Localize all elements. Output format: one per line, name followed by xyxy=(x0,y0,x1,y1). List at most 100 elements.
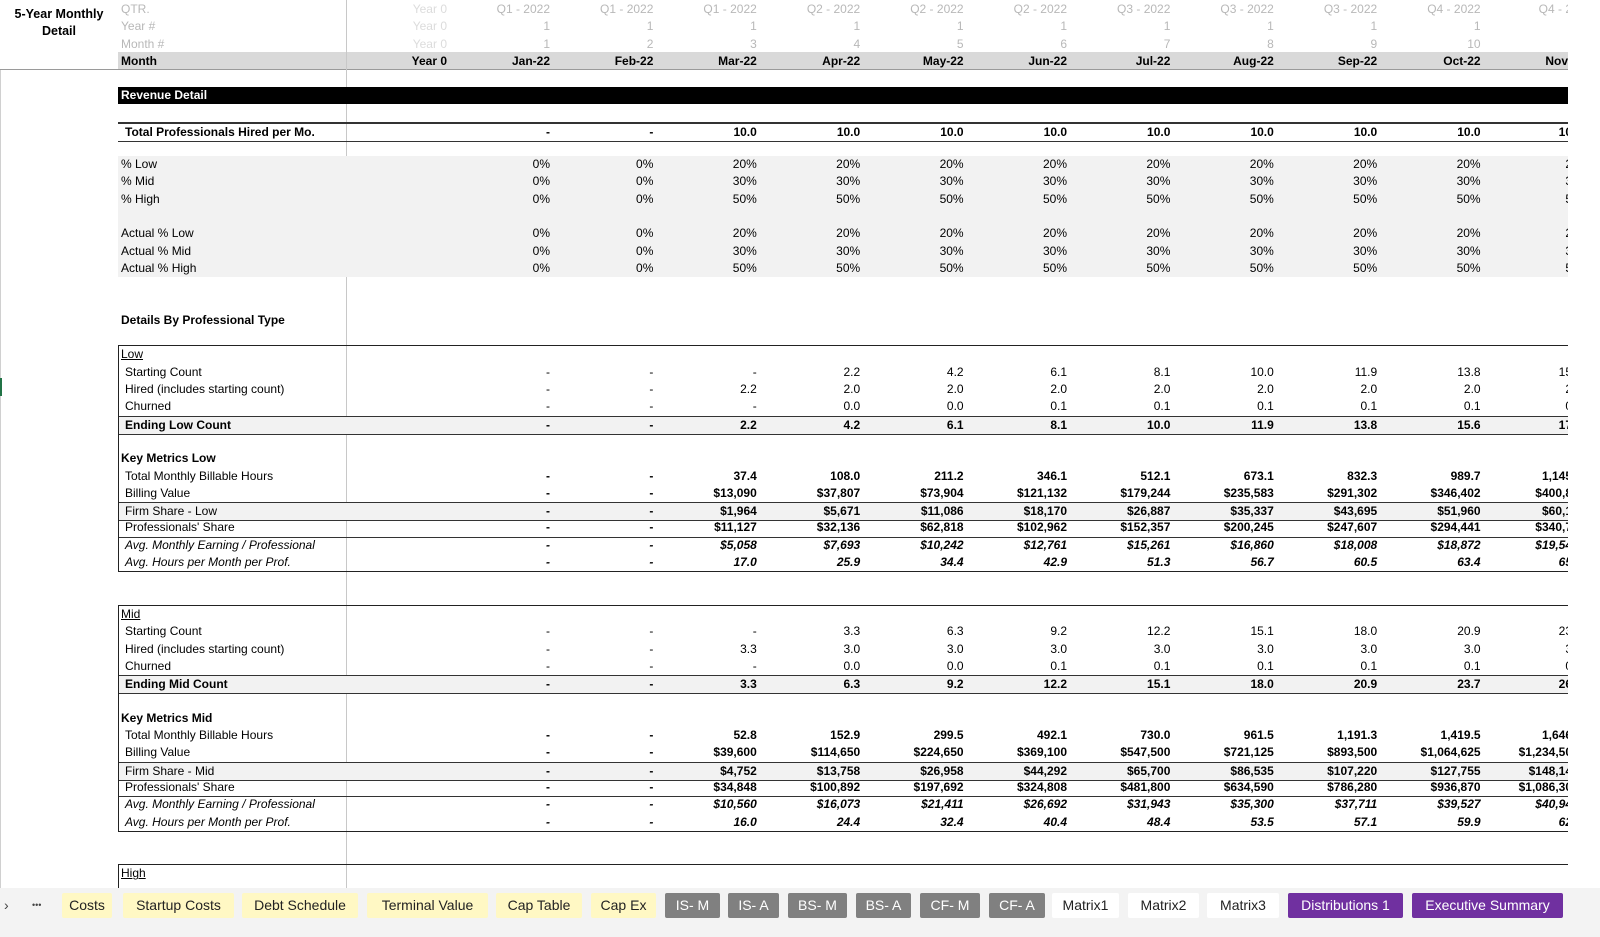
value-cell[interactable]: $1,064,625 xyxy=(1420,745,1481,760)
value-cell[interactable]: 2 xyxy=(1472,381,1568,398)
sheet-tab-is-a[interactable]: IS- A xyxy=(728,893,779,918)
value-cell[interactable]: 20% xyxy=(1146,157,1171,172)
value-cell[interactable]: - xyxy=(649,537,654,552)
value-cell[interactable]: 10.0 xyxy=(1250,124,1274,139)
value-cell[interactable]: $60,1 xyxy=(1541,504,1568,519)
value-cell[interactable]: - xyxy=(546,763,550,778)
value-cell[interactable]: 60.5 xyxy=(1353,555,1378,569)
value-cell[interactable]: 25.9 xyxy=(836,555,861,569)
value-cell[interactable]: $721,125 xyxy=(1223,745,1274,760)
sheet-tab-matrix1[interactable]: Matrix1 xyxy=(1052,893,1119,918)
header-month_no-cell[interactable]: 5 xyxy=(956,36,964,51)
header-month-cell[interactable]: Apr-22 xyxy=(822,53,861,68)
value-cell[interactable]: 20% xyxy=(1042,226,1067,241)
header-month_no-cell[interactable]: 2 xyxy=(646,36,654,51)
header-year-cell[interactable]: 1 xyxy=(1060,19,1067,34)
value-cell[interactable]: 30% xyxy=(1353,174,1378,189)
value-cell[interactable]: 20% xyxy=(1353,226,1378,241)
value-cell[interactable]: $102,962 xyxy=(1016,520,1067,535)
header-month-cell[interactable]: Feb-22 xyxy=(614,53,654,68)
header-qtr-cell[interactable]: Q1 - 2022 xyxy=(703,2,757,16)
value-cell[interactable]: 0.1 xyxy=(1360,658,1378,673)
value-cell[interactable]: $31,943 xyxy=(1127,797,1171,812)
value-cell[interactable]: 30% xyxy=(939,243,964,258)
value-cell[interactable]: 62 xyxy=(1558,814,1568,829)
value-cell[interactable]: - xyxy=(649,468,654,483)
value-cell[interactable]: - xyxy=(649,382,654,396)
value-cell[interactable]: 59.9 xyxy=(1457,814,1481,829)
value-cell[interactable]: 2.0 xyxy=(843,382,861,396)
value-cell[interactable]: $324,808 xyxy=(1016,779,1067,794)
value-cell[interactable]: $107,220 xyxy=(1327,763,1378,778)
value-cell[interactable]: $7,693 xyxy=(823,537,861,552)
value-cell[interactable]: 20% xyxy=(1456,157,1481,172)
sheet-tab-executive-summary[interactable]: Executive Summary xyxy=(1412,893,1563,918)
header-year-cell[interactable]: 1 xyxy=(1163,19,1171,34)
value-cell[interactable]: $148,14 xyxy=(1528,763,1568,778)
value-cell[interactable]: - xyxy=(649,520,654,535)
value-cell[interactable]: - xyxy=(752,399,757,414)
value-cell[interactable]: - xyxy=(546,417,550,432)
header-qtr-cell[interactable]: Q3 - 2022 xyxy=(1220,2,1274,16)
value-cell[interactable]: - xyxy=(546,677,550,692)
value-cell[interactable]: $121,132 xyxy=(1016,485,1067,500)
value-cell[interactable]: 11.9 xyxy=(1354,364,1378,379)
header-year-cell[interactable]: 1 xyxy=(1370,19,1378,34)
value-cell[interactable]: $16,860 xyxy=(1230,537,1274,552)
value-cell[interactable]: 65 xyxy=(1558,555,1568,569)
header-month-cell[interactable]: Mar-22 xyxy=(718,53,757,68)
value-cell[interactable]: - xyxy=(649,658,654,673)
value-cell[interactable]: $224,650 xyxy=(913,745,964,760)
value-cell[interactable]: 50% xyxy=(836,191,861,206)
value-cell[interactable]: $547,500 xyxy=(1120,745,1171,760)
value-cell[interactable]: - xyxy=(649,763,654,778)
value-cell[interactable]: - xyxy=(546,520,550,535)
value-cell[interactable]: 2.2 xyxy=(843,364,861,379)
header-year-cell[interactable]: 1 xyxy=(543,19,550,34)
value-cell[interactable]: 42.9 xyxy=(1043,555,1067,569)
value-cell[interactable]: 10.0 xyxy=(1043,124,1067,139)
value-cell[interactable]: $26,958 xyxy=(920,763,964,778)
value-cell[interactable]: 13.8 xyxy=(1353,417,1378,432)
value-cell[interactable]: 9.2 xyxy=(1050,624,1067,639)
header-qtr-cell[interactable]: Q2 - 2022 xyxy=(1013,2,1067,16)
value-cell[interactable]: 5 xyxy=(1472,191,1568,208)
value-cell[interactable]: 0.1 xyxy=(1257,658,1274,673)
value-cell[interactable]: 10.0 xyxy=(1250,364,1274,379)
value-cell[interactable]: $34,848 xyxy=(713,779,757,794)
value-cell[interactable]: - xyxy=(752,364,757,379)
header-month_no-cell[interactable] xyxy=(1472,36,1568,53)
value-cell[interactable]: - xyxy=(649,779,654,794)
value-cell[interactable]: 492.1 xyxy=(1036,728,1067,742)
value-cell[interactable]: 15.6 xyxy=(1457,417,1481,432)
value-cell[interactable]: $39,527 xyxy=(1437,797,1481,812)
value-cell[interactable]: 9.2 xyxy=(946,677,964,692)
value-cell[interactable]: 108.0 xyxy=(830,468,861,483)
value-cell[interactable]: 15.1 xyxy=(1147,677,1171,692)
value-cell[interactable]: 0% xyxy=(636,174,654,189)
value-cell[interactable]: - xyxy=(546,555,550,569)
value-cell[interactable]: 30% xyxy=(732,174,757,189)
value-cell[interactable]: 30% xyxy=(1042,243,1067,258)
value-cell[interactable]: 50% xyxy=(1146,191,1171,206)
value-cell[interactable]: 5 xyxy=(1472,260,1568,277)
value-cell[interactable]: 50% xyxy=(1353,191,1378,206)
value-cell[interactable]: $481,800 xyxy=(1120,779,1171,794)
value-cell[interactable]: 730.0 xyxy=(1140,728,1171,742)
value-cell[interactable]: 0.0 xyxy=(843,658,861,673)
header-qtr-cell[interactable]: Q4 - 2022 xyxy=(1427,2,1481,16)
value-cell[interactable]: $44,292 xyxy=(1023,763,1067,778)
value-cell[interactable]: $369,100 xyxy=(1016,745,1067,760)
value-cell[interactable]: 3.0 xyxy=(1257,641,1274,656)
value-cell[interactable]: 1,646 xyxy=(1541,728,1568,742)
value-cell[interactable]: $37,711 xyxy=(1334,797,1378,812)
value-cell[interactable]: 6.3 xyxy=(843,677,861,692)
value-cell[interactable]: 10.0 xyxy=(1147,417,1171,432)
value-cell[interactable]: $179,244 xyxy=(1120,485,1171,500)
sheet-tab-cap-table[interactable]: Cap Table xyxy=(496,893,582,918)
value-cell[interactable]: 346.1 xyxy=(1036,468,1067,483)
value-cell[interactable]: 3.0 xyxy=(843,641,861,656)
value-cell[interactable]: $5,671 xyxy=(823,504,861,519)
value-cell[interactable]: 57.1 xyxy=(1353,814,1378,829)
value-cell[interactable]: - xyxy=(649,677,654,692)
